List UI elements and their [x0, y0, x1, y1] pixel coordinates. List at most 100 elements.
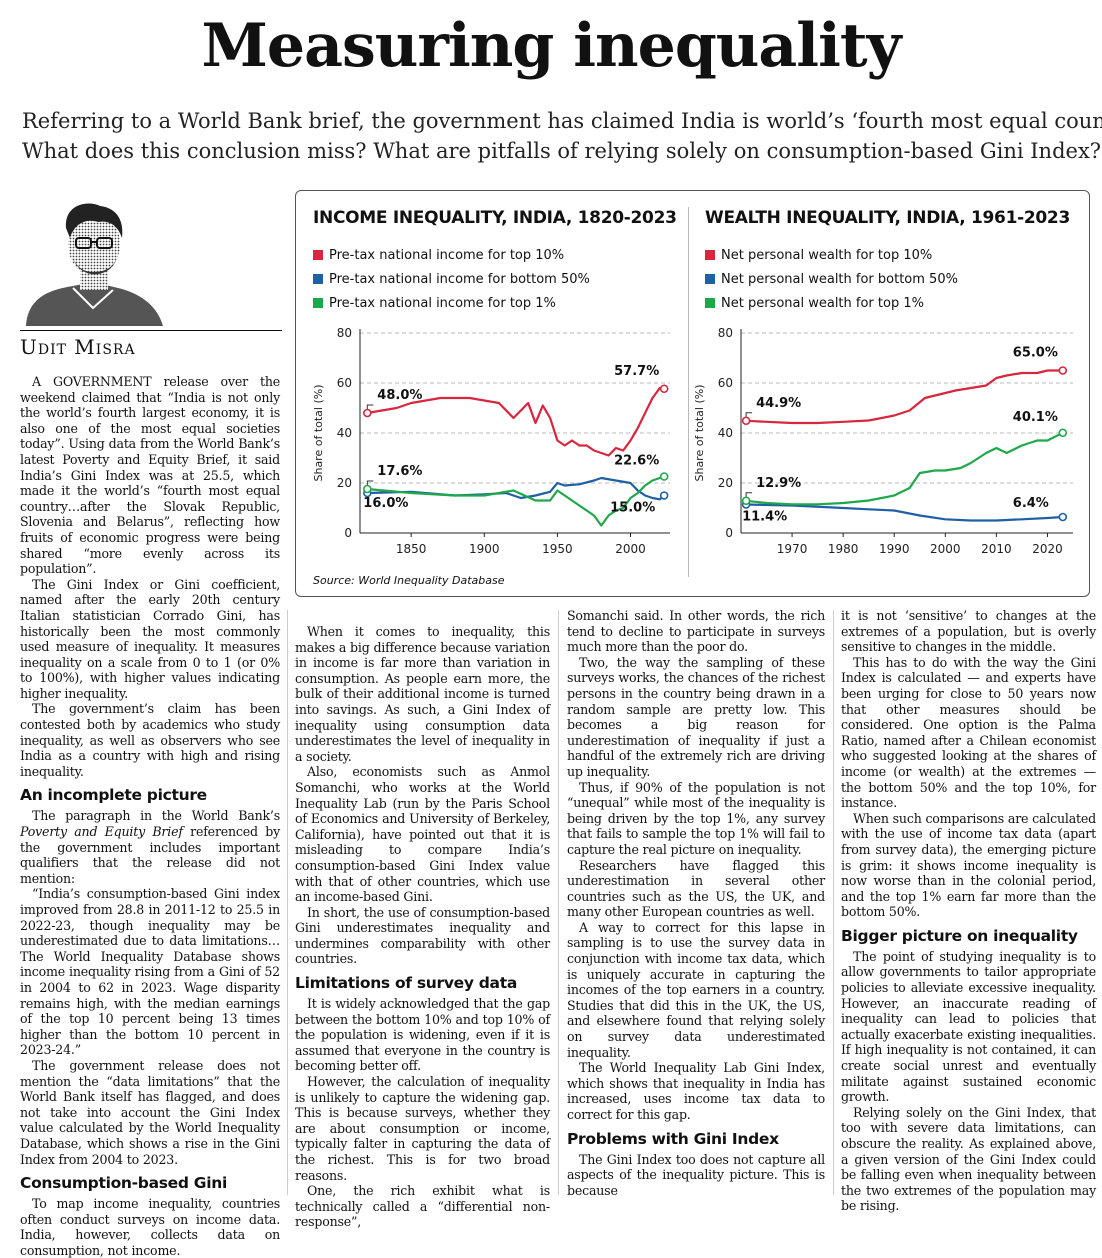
paragraph: It is widely acknowledged that the gap b…	[295, 996, 550, 1074]
series-line	[745, 431, 1064, 506]
paragraph: In short, the use of consumption-based G…	[295, 904, 550, 967]
y-tick-label: 80	[337, 326, 352, 340]
wealth-chart-title: WEALTH INEQUALITY, INDIA, 1961-2023	[705, 208, 1070, 228]
article-column-4: it is not ‘sensitive’ to changes at the …	[841, 608, 1096, 1214]
paragraph: it is not ‘sensitive’ to changes at the …	[841, 608, 1096, 655]
series-end-marker	[1058, 512, 1068, 522]
y-tick-label: 60	[337, 376, 352, 390]
y-axis-label: Share of total (%)	[312, 384, 325, 481]
data-label: 57.7%	[614, 364, 659, 379]
data-label: 22.6%	[614, 454, 659, 469]
y-tick-label: 0	[725, 526, 733, 540]
annotation-leader	[366, 480, 374, 485]
headline: Measuring inequality	[201, 11, 902, 81]
series-end-marker	[1058, 366, 1068, 375]
income-legend-top1: Pre-tax national income for top 1%	[313, 296, 556, 311]
subheading: Bigger picture on inequality	[841, 926, 1078, 945]
green-swatch-icon	[313, 298, 323, 308]
blue-swatch-icon	[313, 274, 323, 284]
series-start-marker	[741, 416, 751, 426]
column-rule	[558, 610, 559, 1195]
y-tick-label: 40	[718, 426, 733, 440]
paragraph: When such comparisons are calculated wit…	[841, 810, 1096, 920]
series-end-marker	[659, 491, 669, 500]
series-line	[746, 503, 1063, 522]
series-line	[367, 476, 665, 501]
x-tick-label: 2010	[981, 542, 1012, 556]
y-tick-label: 40	[337, 426, 352, 440]
annotation-leader	[745, 412, 753, 417]
subheading: Problems with Gini Index	[567, 1129, 779, 1148]
article-column-1: A GOVERNMENT release over the weekend cl…	[20, 374, 280, 1258]
x-tick-label: 1990	[879, 542, 910, 556]
y-tick-label: 0	[344, 526, 352, 540]
paragraph: Two, the way the sampling of these surve…	[567, 654, 825, 779]
paragraph: Thus, if 90% of the population is not “u…	[567, 779, 825, 857]
wealth-legend-top1: Net personal wealth for top 1%	[705, 296, 924, 311]
wealth-inequality-chart: 0 20 40 60 80 1970 1980 1990 2000 2010 2020 Share o…	[693, 326, 1073, 556]
paragraph: The point of studying inequality is to a…	[841, 948, 1096, 1105]
paragraph: The World Inequality Lab Gini Index, whi…	[567, 1060, 825, 1122]
paragraph: The government release does not mention …	[20, 1057, 280, 1167]
article-column-2: When it comes to inequality, this makes …	[295, 624, 550, 1230]
paragraph: A way to correct for this lapse in sampl…	[567, 919, 825, 1060]
data-label: 65.0%	[1013, 346, 1058, 361]
deck: Referring to a World Bank brief, the gov…	[22, 106, 1102, 166]
subheading: An incomplete picture	[20, 786, 207, 805]
paragraph: One, the rich exhibit what is technicall…	[295, 1183, 550, 1230]
paragraph: However, the calculation of inequality i…	[295, 1074, 550, 1183]
paragraph: Researchers have flagged this underestim…	[567, 857, 825, 920]
x-tick-label: 1980	[828, 542, 859, 556]
subheading: Consumption-based Gini	[20, 1174, 227, 1193]
data-label: 17.6%	[377, 464, 422, 479]
y-tick-label: 20	[718, 476, 733, 490]
income-inequality-chart: 0 20 40 60 80 1850 1900 1950 2000 Share of total …	[312, 326, 670, 556]
annotation-leader	[366, 404, 374, 409]
wealth-legend-top10: Net personal wealth for top 10%	[705, 248, 932, 263]
series-end-marker	[659, 384, 669, 394]
data-label: 48.0%	[377, 388, 422, 403]
x-tick-label: 1900	[469, 542, 500, 556]
data-label: 40.1%	[1013, 410, 1058, 425]
paragraph: The government’s claim has been conteste…	[20, 701, 280, 779]
paragraph: The Gini Index too does not capture all …	[567, 1151, 825, 1198]
paragraph: The Gini Index or Gini coefficient, name…	[20, 576, 280, 701]
data-label: 16.0%	[363, 496, 408, 511]
green-swatch-icon	[705, 298, 715, 308]
series-start-marker	[363, 408, 372, 418]
y-tick-label: 80	[718, 326, 733, 340]
x-tick-label: 2000	[930, 542, 961, 556]
paragraph: A GOVERNMENT release over the weekend cl…	[20, 374, 280, 577]
deck-line-2: What does this conclusion miss? What are…	[22, 139, 1102, 163]
x-tick-label: 1850	[396, 542, 427, 556]
paragraph: Relying solely on the Gini Index, that t…	[841, 1104, 1096, 1214]
y-tick-label: 60	[718, 376, 733, 390]
x-tick-label: 1970	[777, 542, 808, 556]
annotation-leader	[745, 492, 753, 497]
paragraph: This has to do with the way the Gini Ind…	[841, 654, 1096, 811]
income-legend-top10: Pre-tax national income for top 10%	[313, 248, 564, 263]
chart-divider	[688, 207, 689, 577]
charts-panel: INCOME INEQUALITY, INDIA, 1820-2023 Pre-…	[295, 190, 1090, 597]
x-tick-label: 1950	[542, 542, 573, 556]
column-rule	[833, 610, 834, 1195]
paragraph: To map income inequality, countries ofte…	[20, 1196, 280, 1258]
series-line	[367, 386, 665, 457]
column-rule	[287, 610, 288, 1195]
x-tick-label: 2020	[1032, 542, 1063, 556]
paragraph: The paragraph in the World Bank’s Povert…	[20, 808, 281, 886]
deck-line-1: Referring to a World Bank brief, the gov…	[22, 109, 1102, 133]
blue-swatch-icon	[705, 274, 715, 284]
author-name: Udit Misra	[20, 330, 282, 359]
y-axis-label: Share of total (%)	[693, 384, 706, 481]
paragraph: When it comes to inequality, this makes …	[295, 624, 550, 764]
series-line	[367, 475, 665, 527]
author-portrait	[26, 203, 163, 326]
y-tick-label: 20	[337, 476, 352, 490]
wealth-legend-bottom50: Net personal wealth for bottom 50%	[705, 272, 958, 287]
data-label: 11.4%	[742, 510, 787, 525]
income-legend-bottom50: Pre-tax national income for bottom 50%	[313, 272, 590, 287]
x-tick-label: 2000	[615, 542, 646, 556]
data-label: 15.0%	[610, 501, 655, 516]
red-swatch-icon	[313, 250, 323, 260]
